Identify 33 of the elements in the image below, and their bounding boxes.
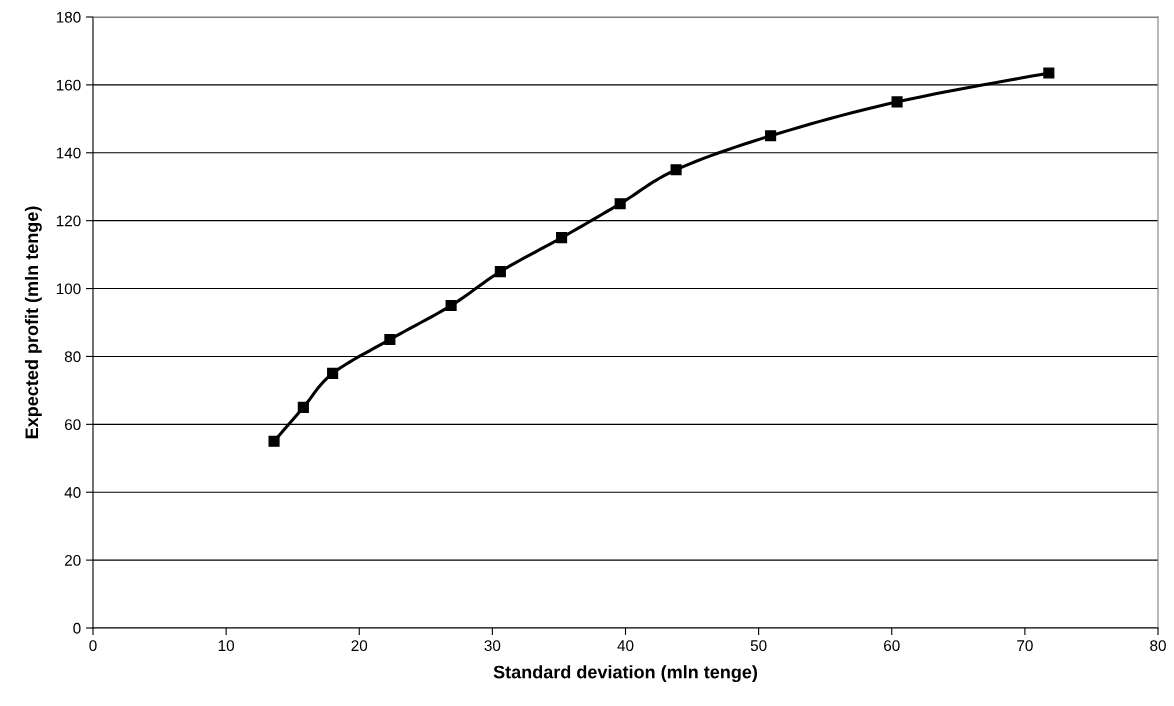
point (327, 367, 339, 379)
point (670, 164, 682, 176)
x-tick-label: 80 (1150, 640, 1166, 652)
x-tick-label: 40 (617, 640, 634, 652)
y-tick-label: 60 (64, 419, 81, 431)
point (384, 333, 396, 346)
point (765, 130, 777, 142)
x-tick-label: 20 (351, 640, 368, 652)
point (614, 198, 626, 210)
y-tick-label: 160 (56, 79, 81, 91)
y-tick-label: 0 (73, 622, 81, 634)
y-tick-label: 180 (56, 11, 81, 23)
point (445, 299, 457, 312)
x-tick-label: 50 (750, 640, 767, 652)
x-axis-title: Standard deviation (mln tenge) (493, 665, 758, 683)
point (268, 435, 280, 447)
point (556, 232, 568, 244)
y-tick-label: 20 (64, 554, 81, 566)
point (891, 96, 903, 108)
point (297, 401, 309, 413)
x-tick-label: 30 (484, 640, 501, 652)
y-tick-label: 80 (64, 351, 81, 363)
x-tick-label: 70 (1017, 640, 1033, 652)
y-axis-title: Expected profit (mln tenge) (24, 206, 42, 439)
y-tick-label: 100 (56, 283, 81, 295)
x-tick-label: 60 (884, 640, 900, 652)
point (1043, 67, 1055, 79)
point (494, 266, 506, 278)
y-tick-label: 40 (64, 487, 81, 498)
y-tick-label: 140 (56, 147, 81, 159)
y-tick-label: 120 (56, 215, 81, 227)
x-tick-label: 0 (89, 640, 97, 652)
x-tick-label: 10 (218, 640, 235, 652)
